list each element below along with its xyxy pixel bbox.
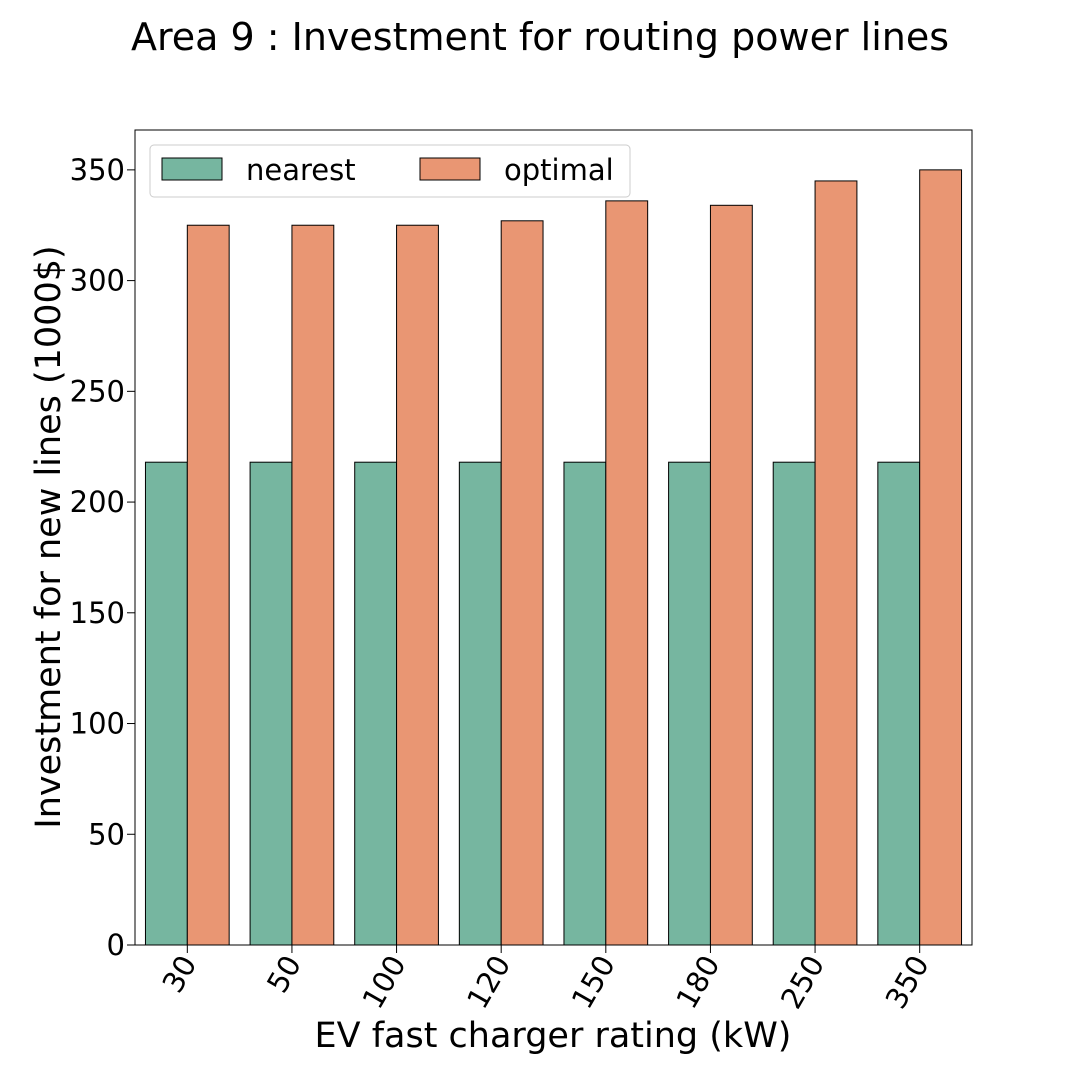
bar-nearest-120 — [458, 461, 502, 946]
legend-label-optimal: optimal — [504, 153, 614, 187]
x-axis-ticks: 30 50 100 120 150 180 250 350 — [155, 945, 936, 1015]
chart-title: Area 9 : Investment for routing power li… — [131, 15, 949, 59]
y-tick-label-200: 200 — [70, 485, 125, 519]
bar-nearest-50 — [249, 461, 293, 946]
legend: nearest optimal — [149, 144, 631, 198]
plot-frame — [134, 129, 973, 946]
x-axis-label: EV fast charger rating (kW) — [315, 1016, 792, 1056]
x-tick-label-100: 100 — [356, 950, 413, 1015]
bar-optimal-100 — [396, 224, 439, 946]
x-tick-label-30: 30 — [155, 950, 203, 999]
bars-layer — [144, 169, 963, 946]
x-tick-label-50: 50 — [260, 950, 308, 999]
y-axis-ticks: 0 50 100 150 200 250 300 350 — [70, 153, 135, 962]
x-tick-label-180: 180 — [669, 950, 726, 1015]
legend-box — [149, 144, 631, 198]
bar-optimal-180 — [709, 204, 753, 946]
y-tick-label-50: 50 — [88, 817, 125, 851]
bar-nearest-30 — [144, 461, 188, 946]
bar-optimal-30 — [186, 224, 230, 946]
legend-label-nearest: nearest — [246, 153, 356, 187]
x-tick-label-250: 250 — [774, 950, 831, 1015]
legend-swatch-optimal — [419, 157, 481, 181]
x-tick-label-350: 350 — [879, 950, 936, 1015]
y-tick-label-250: 250 — [70, 374, 125, 408]
bar-optimal-50 — [291, 224, 335, 946]
y-axis-label: Investment for new lines (1000$) — [29, 245, 69, 828]
bar-nearest-250 — [772, 461, 816, 946]
y-tick-label-150: 150 — [70, 596, 125, 630]
legend-swatch-nearest — [161, 157, 223, 181]
bar-nearest-150 — [563, 461, 607, 946]
bar-nearest-350 — [877, 461, 921, 946]
y-tick-label-350: 350 — [70, 153, 125, 187]
bar-nearest-180 — [668, 461, 711, 946]
bar-optimal-150 — [605, 200, 649, 946]
bar-nearest-100 — [354, 461, 398, 946]
x-tick-label-120: 120 — [460, 950, 517, 1015]
bar-optimal-250 — [814, 180, 858, 946]
x-tick-label-150: 150 — [565, 950, 622, 1015]
bar-optimal-350 — [919, 169, 963, 946]
bar-optimal-120 — [500, 220, 544, 946]
y-tick-label-0: 0 — [107, 928, 125, 962]
y-tick-label-300: 300 — [70, 264, 125, 298]
y-tick-label-100: 100 — [70, 707, 125, 741]
